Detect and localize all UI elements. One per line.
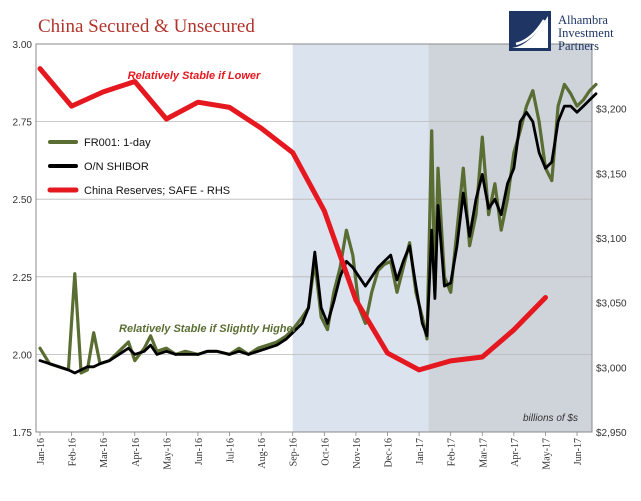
chart-title: China Secured & Unsecured (38, 16, 255, 37)
y-left-tick-label: 2.50 (13, 195, 33, 206)
brand-name: Alhambra Investment Partners (558, 14, 614, 53)
y-left-tick-label: 3.00 (13, 40, 33, 51)
x-tick-label: Aug-16 (257, 438, 268, 469)
x-tick-label: Mar-17 (478, 438, 489, 468)
y-right-tick-label: $3,000 (596, 363, 627, 374)
x-tick-label: May-17 (541, 438, 552, 470)
series-group (37, 66, 598, 375)
x-tick-label: Mar-16 (99, 438, 110, 468)
brand-logo: Alhambra Investment Partners (508, 8, 638, 58)
x-tick-label: Oct-16 (320, 438, 331, 466)
y-right-tick-label: $3,150 (596, 169, 627, 180)
annotation-stable-higher: Relatively Stable if Slightly Higher (119, 323, 298, 335)
y-left-tick-label: 1.75 (13, 428, 33, 439)
x-tick-label: Dec-16 (384, 438, 395, 467)
brand-line-2: Investment (558, 26, 614, 40)
x-tick-label: Jun-17 (573, 438, 584, 465)
y-left-tick-label: 2.00 (13, 350, 33, 361)
y-right-tick-label: $2,950 (596, 428, 627, 439)
right-y-axis: $2,950 $3,000 $3,050 $3,100 $3,150 $3,200 (596, 105, 627, 439)
x-tick-label: Feb-17 (447, 438, 458, 466)
brand-line-1: Alhambra (558, 13, 608, 27)
y-left-tick-label: 2.25 (13, 273, 33, 284)
x-tick-label: Jan-17 (415, 438, 426, 465)
x-tick-label: Nov-16 (352, 438, 363, 469)
plot-frame (35, 43, 593, 433)
x-tick-label: Apr-17 (510, 438, 521, 467)
brand-line-3: Partners (558, 39, 599, 53)
x-tick-label: Apr-16 (131, 438, 142, 467)
shaded-region-light (292, 44, 429, 432)
x-axis: Jan-16 Feb-16 Mar-16 Apr-16 May-16 Jun-16 Jul-… (36, 432, 584, 470)
brand-mark-icon (509, 11, 551, 51)
legend: FR001: 1-day O/N SHIBOR China Reserves; SA… (47, 137, 230, 197)
series-reserves-line (37, 66, 548, 373)
annotation-units: billions of $s (523, 413, 578, 424)
x-tick-label: Feb-16 (68, 438, 79, 466)
x-tick-label: Sep-16 (289, 438, 300, 466)
left-y-axis: 1.75 2.00 2.25 2.50 2.75 3.00 (13, 40, 33, 439)
y-right-tick-label: $3,100 (596, 234, 627, 245)
legend-label: China Reserves; SAFE - RHS (84, 185, 230, 197)
y-right-tick-label: $3,200 (596, 105, 627, 116)
legend-label: O/N SHIBOR (84, 161, 149, 173)
shaded-region-dark (428, 44, 592, 432)
x-tick-label: Jun-16 (194, 438, 205, 465)
y-right-tick-label: $3,050 (596, 299, 627, 310)
annotation-stable-lower: Relatively Stable if Lower (128, 70, 261, 82)
x-tick-label: Jan-16 (36, 438, 47, 465)
x-tick-label: May-16 (162, 438, 173, 470)
x-tick-label: Jul-16 (226, 438, 237, 463)
series-shibor-line (38, 92, 598, 375)
legend-label: FR001: 1-day (84, 137, 151, 149)
y-left-tick-label: 2.75 (13, 118, 33, 129)
